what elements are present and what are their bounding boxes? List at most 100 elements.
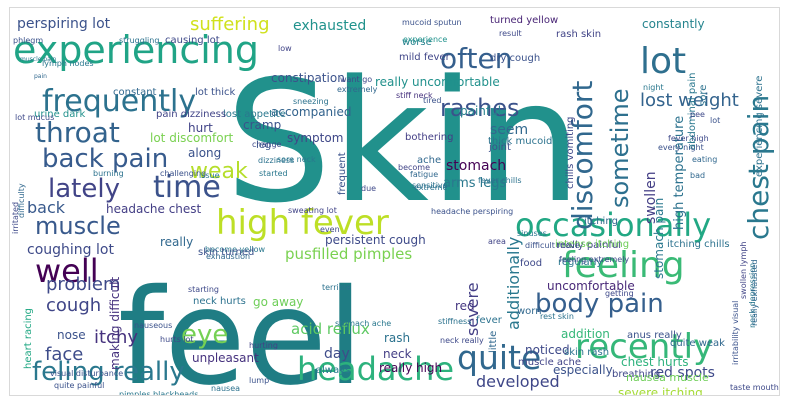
cloud-word: really painful <box>556 240 621 251</box>
cloud-word: nose <box>57 328 86 342</box>
cloud-word: constant <box>113 87 157 98</box>
cloud-word: starting <box>188 285 219 294</box>
cloud-word: joint <box>488 142 511 153</box>
cloud-word: bad <box>690 171 705 180</box>
cloud-word: nausea muscle <box>626 371 709 384</box>
cloud-word: become <box>398 163 430 172</box>
cloud-word: rash skin <box>556 29 601 40</box>
cloud-word: feeling <box>562 245 685 286</box>
cloud-word: back pain <box>42 144 168 174</box>
cloud-word: dizziness <box>258 156 294 165</box>
cloud-word: perspiring lot <box>17 16 111 32</box>
cloud-word: worn <box>517 306 542 317</box>
cloud-word: lump <box>249 376 269 385</box>
cloud-word: cramp <box>243 118 281 132</box>
cloud-word: anus really <box>627 330 682 341</box>
cloud-word: experience <box>403 35 447 44</box>
cloud-word: symptom <box>287 131 343 145</box>
cloud-word: fever high <box>668 134 709 143</box>
cloud-word: pain dizziness <box>156 109 226 120</box>
cloud-word: regularly <box>558 257 603 268</box>
cloud-word: dry cough <box>490 53 540 64</box>
cloud-word: fever <box>476 315 503 326</box>
cloud-word: rash <box>384 331 410 345</box>
cloud-word: stomach pain <box>652 198 666 279</box>
cloud-word: abdominal pain <box>687 73 698 150</box>
cloud-word: recently <box>575 327 713 367</box>
cloud-word: every night <box>658 143 704 152</box>
cloud-word: problem <box>46 274 120 295</box>
cloud-word: along <box>188 146 221 160</box>
cloud-word: nausea <box>211 384 240 393</box>
cloud-word: sore neck <box>277 155 316 164</box>
cloud-word: coughing lot <box>27 242 114 258</box>
cloud-word: weak <box>190 159 248 184</box>
cloud-word: mild fever <box>399 52 451 63</box>
cloud-word: exhaustion <box>206 252 250 261</box>
cloud-word: tired <box>423 96 441 105</box>
cloud-word: sometime <box>606 88 634 208</box>
cloud-word: lot thick <box>195 87 236 98</box>
cloud-word: little <box>488 331 499 353</box>
cloud-word: burning <box>93 169 124 178</box>
cloud-word: bothering <box>405 132 453 143</box>
cloud-word: hurt <box>188 121 213 135</box>
cloud-word: sore <box>698 85 709 106</box>
cloud-word: nauseous <box>134 321 172 330</box>
cloud-word: itchy <box>94 327 138 348</box>
cloud-word: lost weight <box>640 90 739 111</box>
cloud-word: irritated <box>11 202 20 234</box>
cloud-word: chest pain <box>742 95 775 240</box>
cloud-word: feeling extremely <box>559 255 629 264</box>
cloud-word: hurts lot <box>160 335 194 344</box>
cloud-word: chills vomiting <box>565 117 576 190</box>
cloud-word: change <box>252 140 282 149</box>
cloud-word: quite <box>457 338 541 377</box>
cloud-word: sinuses <box>517 229 547 238</box>
cloud-word: pee <box>690 110 705 119</box>
cloud-word: itching chills <box>667 239 730 250</box>
cloud-word: lot <box>710 116 720 125</box>
cloud-word: intense itching <box>555 239 629 250</box>
cloud-word: pimples blackheads <box>119 390 198 396</box>
cloud-word: phlegm <box>13 36 43 45</box>
cloud-word: stiffness <box>438 317 471 326</box>
cloud-word: really uncomfortable <box>375 75 500 89</box>
cloud-word: red <box>455 299 475 313</box>
cloud-word: due <box>361 184 376 193</box>
cloud-word: fever chills <box>478 176 522 185</box>
cloud-word: issue <box>199 171 220 180</box>
cloud-word: experiencing severe <box>754 76 765 177</box>
cloud-word: low <box>278 44 292 53</box>
cloud-word: itching <box>584 216 618 227</box>
cloud-word: visual disturbance <box>50 369 123 378</box>
cloud-word: occasionally <box>515 206 711 244</box>
cloud-word: headache <box>297 350 454 388</box>
cloud-word: stomach <box>446 158 506 174</box>
cloud-word: leg <box>256 140 271 151</box>
cloud-word: lymph nodes <box>42 59 94 68</box>
cloud-word: challenging <box>160 169 206 178</box>
cloud-word: rashes <box>440 94 520 122</box>
cloud-word: time <box>153 170 221 205</box>
cloud-word: chest hurts <box>621 355 688 369</box>
cloud-word: neck really <box>440 336 484 345</box>
cloud-word: pain <box>34 73 47 80</box>
cloud-word: food <box>520 258 542 269</box>
cloud-word: constantly <box>642 17 705 31</box>
cloud-word: worse <box>402 37 432 48</box>
cloud-word: arms legs <box>443 176 507 191</box>
cloud-word: really high <box>379 361 442 375</box>
cloud-word: hurting <box>249 341 278 350</box>
cloud-word: additionally <box>504 237 523 330</box>
cloud-word: often <box>440 42 512 75</box>
cloud-word: seem <box>490 122 528 138</box>
cloud-word: experiencing <box>13 28 259 72</box>
cloud-word: heart racing <box>23 308 34 369</box>
cloud-word: face <box>45 344 83 365</box>
cloud-word: ache <box>417 155 441 166</box>
cloud-word: throat <box>35 116 120 149</box>
cloud-word: causing lot <box>165 35 220 46</box>
cloud-word: cough <box>46 295 101 316</box>
cloud-word: result <box>499 29 522 38</box>
